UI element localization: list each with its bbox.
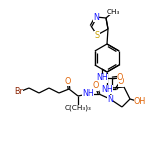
Text: C(CH₃)₃: C(CH₃)₃ bbox=[65, 105, 92, 111]
Text: O: O bbox=[65, 76, 71, 85]
Text: Br: Br bbox=[15, 88, 23, 97]
Text: CH₃: CH₃ bbox=[106, 9, 120, 15]
Text: O: O bbox=[117, 73, 123, 81]
Text: O: O bbox=[93, 81, 99, 90]
Text: NH: NH bbox=[101, 85, 113, 93]
Text: OH: OH bbox=[134, 97, 146, 107]
Text: N: N bbox=[93, 12, 99, 21]
Text: O: O bbox=[118, 78, 124, 86]
Text: N: N bbox=[107, 95, 113, 104]
Text: S: S bbox=[94, 31, 100, 40]
Text: NH: NH bbox=[96, 74, 108, 83]
Text: NH: NH bbox=[82, 90, 94, 98]
